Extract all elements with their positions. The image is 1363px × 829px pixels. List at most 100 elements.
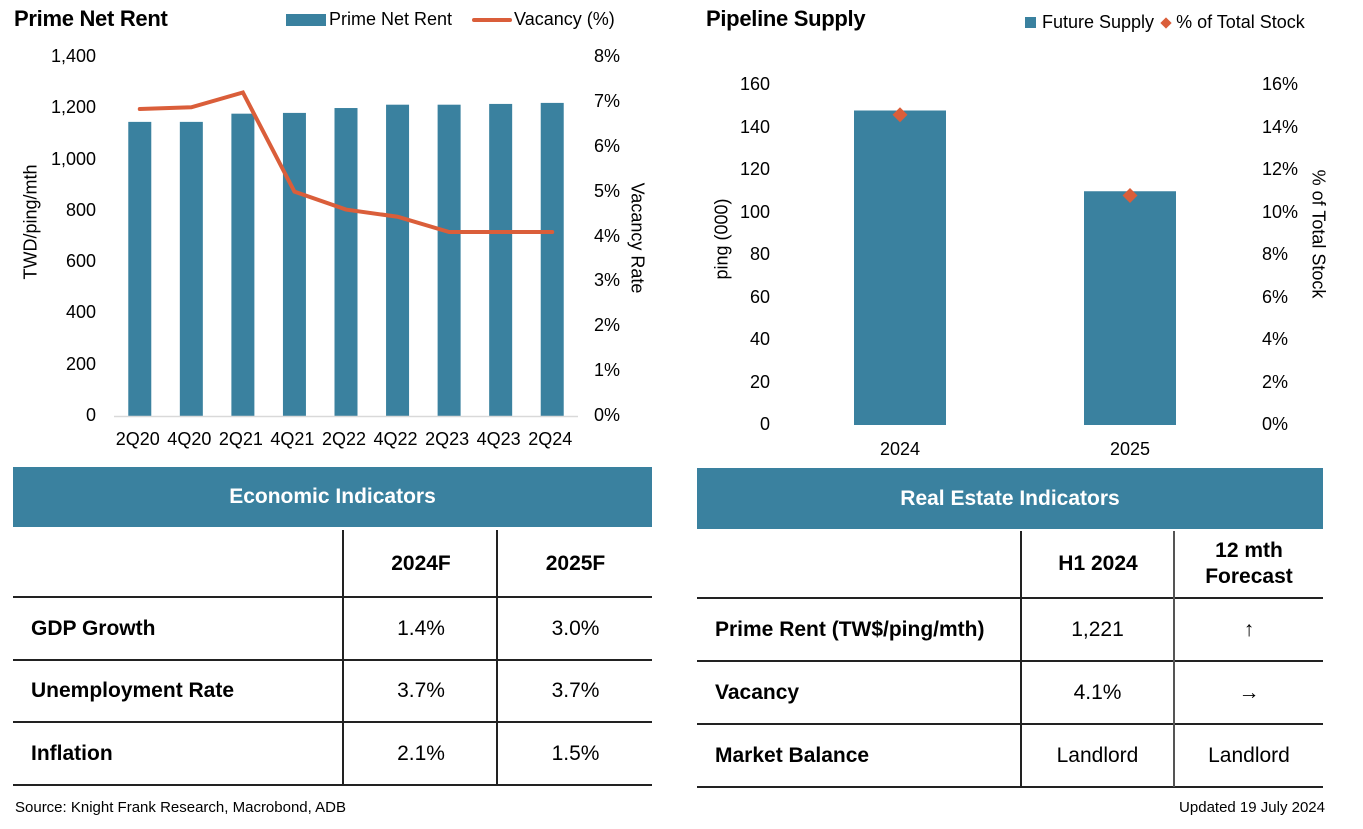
col-divider bbox=[1173, 531, 1175, 787]
supply-y-tick-label: 0 bbox=[759, 414, 770, 434]
rent-x-tick-label: 4Q23 bbox=[476, 429, 521, 449]
rent-y-right-tick-label: 1% bbox=[594, 360, 621, 381]
rent-chart-legend: Prime Net Rent Vacancy (%) bbox=[286, 9, 615, 30]
supply-chart-title: Pipeline Supply bbox=[706, 6, 866, 31]
row-divider bbox=[13, 721, 652, 723]
supply-x-tick-label: 2024 bbox=[879, 439, 921, 459]
rent-bar bbox=[386, 104, 410, 417]
rent-x-tick-label: 4Q21 bbox=[270, 429, 315, 449]
supply-y-right-tick-label: 10% bbox=[1262, 201, 1299, 222]
row-label-market-balance: Market Balance bbox=[715, 743, 870, 767]
rent-bar bbox=[437, 104, 461, 417]
rent-x-tick-label: 4Q22 bbox=[373, 429, 418, 449]
cell-value: 3.7% bbox=[551, 679, 600, 702]
row-label-prime-rent: Prime Rent (TW$/ping/mth) bbox=[715, 617, 985, 641]
rent-y-tick-label: 1,200 bbox=[50, 97, 96, 118]
rent-y-right-tick-label: 3% bbox=[594, 270, 621, 291]
rent-bar bbox=[128, 121, 152, 416]
rent-y-right-tick-label: 5% bbox=[594, 180, 621, 201]
legend-label-vacancy: Vacancy (%) bbox=[514, 9, 615, 29]
supply-bar bbox=[1084, 191, 1176, 425]
cell-value: 3.0% bbox=[551, 616, 600, 640]
rent-y-tick-label: 1,000 bbox=[50, 148, 96, 169]
rent-x-tick-label: 2Q23 bbox=[425, 429, 470, 449]
cell-value: 4.1% bbox=[1073, 680, 1122, 704]
legend-label-rent: Prime Net Rent bbox=[329, 9, 453, 29]
supply-y-right-tick-label: 8% bbox=[1262, 244, 1289, 264]
rent-y-right-tick-label: 0% bbox=[594, 405, 621, 425]
rent-y-right-tick-label: 6% bbox=[594, 135, 621, 156]
supply-y-right-tick-label: 2% bbox=[1262, 371, 1289, 392]
row-divider bbox=[13, 784, 652, 786]
rent-x-tick-label: 4Q20 bbox=[167, 429, 212, 449]
cell-value: 1.4% bbox=[397, 616, 445, 640]
rent-x-tick-label: 2Q22 bbox=[321, 429, 367, 449]
source-note: Source: Knight Frank Research, Macrobond… bbox=[15, 799, 346, 816]
row-divider bbox=[13, 596, 652, 598]
supply-y-tick-label: 80 bbox=[749, 244, 770, 264]
supply-y-tick-label: 20 bbox=[749, 371, 770, 392]
arrow-up-icon: ↑ bbox=[1243, 617, 1255, 641]
col-header-line: Forecast bbox=[1205, 565, 1293, 588]
arrow-right-icon: → bbox=[1238, 680, 1260, 704]
stock-share-diamond bbox=[1122, 188, 1138, 203]
col-header-12mth-forecast: 12 mth Forecast bbox=[1175, 531, 1323, 597]
col-header-2024f: 2024F bbox=[391, 551, 451, 575]
supply-y-tick-label: 40 bbox=[749, 329, 770, 349]
updated-note: Updated 19 July 2024 bbox=[1179, 799, 1325, 816]
supply-y-right-tick-label: 6% bbox=[1262, 286, 1289, 307]
legend-label-stock: % of Total Stock bbox=[1176, 12, 1305, 32]
cell-value: 1,221 bbox=[1071, 617, 1124, 641]
economic-indicators-header: Economic Indicators bbox=[13, 467, 652, 527]
rent-x-tick-label: 2Q21 bbox=[218, 429, 263, 449]
col-divider bbox=[1020, 531, 1022, 787]
supply-y-right-tick-label: 16% bbox=[1262, 74, 1299, 94]
cell-value: 2.1% bbox=[397, 741, 445, 765]
rent-y-tick-label: 800 bbox=[65, 199, 96, 220]
row-divider bbox=[697, 786, 1323, 788]
col-header-2025f: 2025F bbox=[545, 551, 606, 575]
supply-y-tick-label: 60 bbox=[749, 286, 770, 307]
cell-value: 1.5% bbox=[551, 741, 600, 765]
rent-bar bbox=[540, 102, 564, 417]
legend-line-swatch bbox=[472, 17, 513, 22]
rent-chart-plot bbox=[114, 90, 578, 418]
rent-y-tick-label: 1,400 bbox=[50, 46, 96, 66]
supply-y-right-tick-label: 0% bbox=[1262, 414, 1289, 434]
rent-y-tick-label: 600 bbox=[65, 251, 96, 272]
rent-y-tick-label: 0 bbox=[85, 405, 96, 425]
rent-y-right-tick-label: 8% bbox=[594, 46, 621, 66]
row-divider bbox=[13, 659, 652, 661]
row-divider bbox=[697, 660, 1323, 662]
legend-bar-swatch bbox=[1025, 17, 1036, 28]
supply-y-right-tick-label: 14% bbox=[1262, 116, 1299, 137]
row-label-inflation: Inflation bbox=[31, 741, 113, 765]
row-label-vacancy: Vacancy bbox=[715, 680, 800, 704]
row-divider bbox=[697, 723, 1323, 725]
cell-value: Landlord bbox=[1208, 743, 1290, 767]
rent-y-tick-label: 400 bbox=[65, 302, 96, 323]
cell-value: Landlord bbox=[1056, 743, 1139, 767]
col-header-line: 12 mth bbox=[1215, 539, 1283, 562]
supply-y-tick-label: 100 bbox=[739, 201, 770, 222]
supply-y-tick-label: 160 bbox=[739, 74, 770, 94]
rent-bar bbox=[489, 103, 513, 417]
row-divider bbox=[697, 597, 1323, 599]
rent-bar bbox=[179, 121, 203, 416]
supply-bar bbox=[854, 110, 946, 425]
rent-bar bbox=[334, 108, 358, 416]
real-estate-indicators-header: Real Estate Indicators bbox=[697, 468, 1323, 529]
legend-label-supply: Future Supply bbox=[1042, 12, 1155, 32]
supply-y-right-tick-label: 4% bbox=[1262, 329, 1289, 349]
rent-y-right-tick-label: 7% bbox=[594, 90, 621, 111]
supply-x-tick-label: 2025 bbox=[1109, 439, 1151, 459]
supply-y-tick-label: 140 bbox=[739, 116, 770, 137]
rent-bar bbox=[282, 112, 306, 416]
col-divider bbox=[342, 530, 344, 786]
rent-x-tick-label: 2Q20 bbox=[115, 429, 160, 449]
rent-y-tick-label: 200 bbox=[65, 353, 96, 374]
rent-y-right-tick-label: 2% bbox=[594, 315, 621, 336]
cell-value: 3.7% bbox=[397, 679, 445, 702]
supply-y-tick-label: 120 bbox=[739, 159, 770, 179]
legend-bar-swatch bbox=[286, 13, 326, 26]
